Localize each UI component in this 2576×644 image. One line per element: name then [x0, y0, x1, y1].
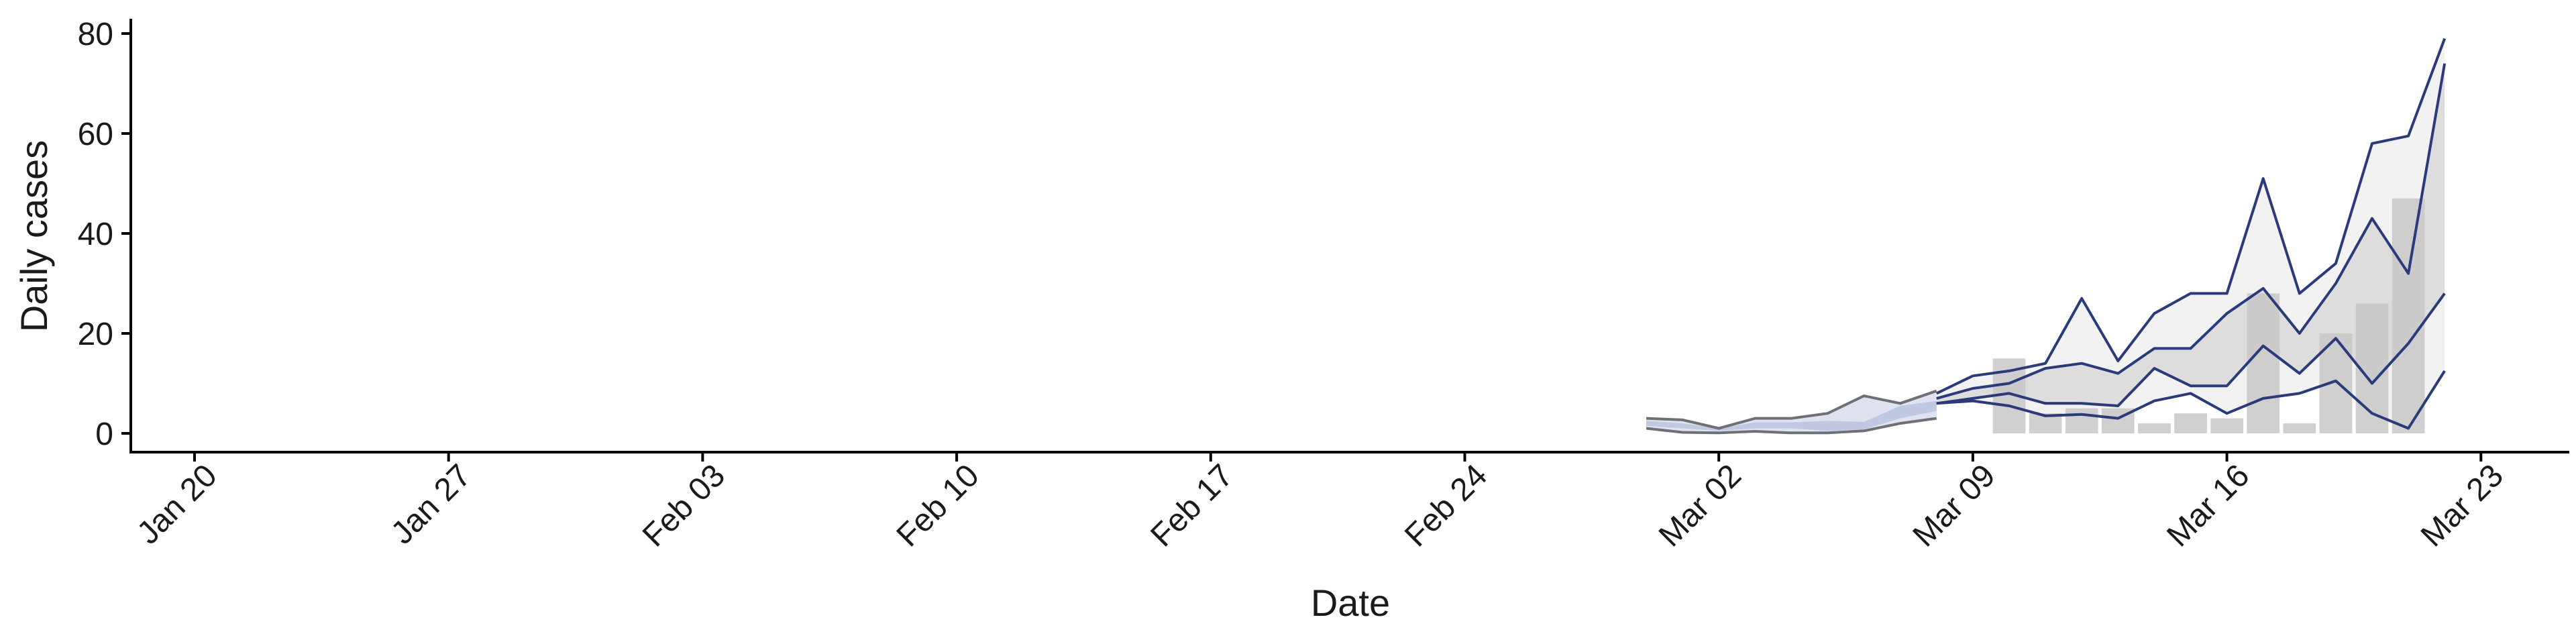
x-tick-label: Jan 27 — [384, 458, 478, 551]
x-tick-label: Feb 03 — [636, 458, 732, 553]
x-tick-label: Feb 17 — [1144, 458, 1240, 553]
y-tick-label: 0 — [95, 417, 113, 452]
observed-cases-bar — [2138, 423, 2171, 433]
x-tick-label: Mar 09 — [1907, 458, 2002, 553]
observed-cases-bar — [2283, 423, 2316, 433]
observed-cases-bar — [2174, 413, 2207, 433]
x-axis-title: Date — [1311, 582, 1390, 624]
past-estimate-layer — [1646, 389, 1937, 435]
forecast-inner-lower-line — [1936, 292, 2446, 407]
past-estimate-lower-line — [1646, 417, 1937, 435]
x-tick-label: Mar 02 — [1652, 458, 1748, 553]
observed-cases-bar — [2392, 198, 2425, 433]
observed-cases-bar — [2210, 418, 2243, 433]
past-estimate-inner-band — [1646, 400, 1937, 431]
y-tick-label: 60 — [78, 117, 113, 152]
forecast-inner-band — [1936, 63, 2445, 406]
forecast-outer-upper-line — [1935, 38, 2447, 395]
forecast-inner-band-layer — [1936, 63, 2445, 406]
x-tick-label: Mar 16 — [2160, 458, 2256, 553]
x-tick-label: Feb 10 — [890, 458, 986, 553]
y-tick-label: 40 — [78, 217, 113, 252]
y-axis-ticks: 0 20 40 60 80 — [78, 17, 131, 452]
x-tick-label: Mar 23 — [2414, 458, 2510, 553]
forecast-inner-upper-line — [1936, 63, 2447, 400]
x-tick-label: Feb 24 — [1398, 458, 1494, 553]
forecast-lines-layer — [1935, 38, 2447, 430]
x-tick-label: Jan 20 — [130, 458, 223, 551]
x-axis-ticks: Jan 20 Jan 27 Feb 03 Feb 10 Feb 17 Feb 24 Mar … — [130, 452, 2510, 553]
observed-cases-bar — [2247, 293, 2280, 433]
observed-cases-bar — [2065, 408, 2098, 434]
y-axis-title: Daily cases — [13, 140, 55, 332]
past-estimate-upper-line — [1646, 389, 1937, 430]
forecast-outer-lower-line — [1936, 370, 2446, 430]
y-tick-label: 20 — [78, 317, 113, 352]
y-tick-label: 80 — [78, 17, 113, 52]
observed-cases-bars — [1992, 198, 2425, 434]
